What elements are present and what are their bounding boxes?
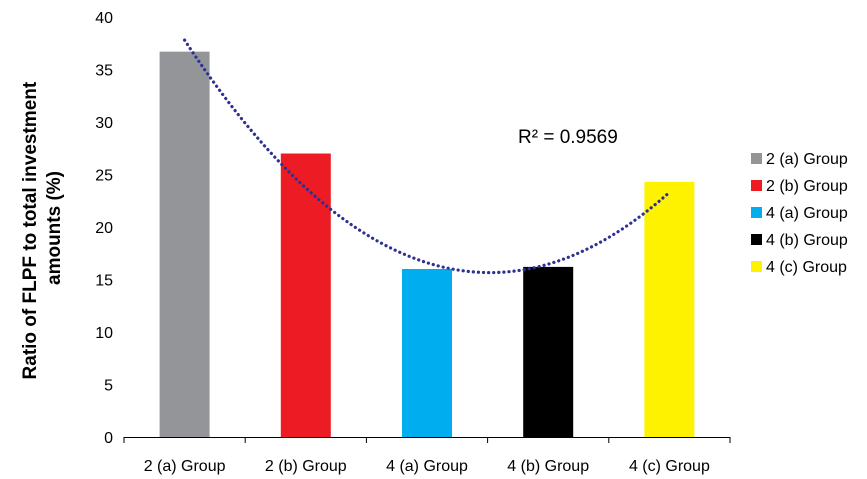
legend-swatch [751, 153, 762, 164]
bar [402, 269, 452, 437]
legend-label: 4 (a) Group [766, 205, 848, 222]
legend-swatch [751, 234, 762, 245]
x-tick-label: 4 (b) Group [507, 458, 589, 475]
y-tick-label: 0 [104, 430, 113, 447]
x-tick-label: 2 (b) Group [265, 458, 347, 475]
legend-label: 2 (a) Group [766, 151, 848, 168]
bars [159, 51, 695, 438]
trendline-curve [183, 38, 671, 275]
y-axis-ticks: 0 5 10 15 20 25 30 35 40 [95, 10, 113, 447]
r-squared-label: R² = 0.9569 [518, 127, 618, 148]
y-tick-label: 25 [95, 168, 113, 185]
x-tick-label: 2 (a) Group [144, 458, 226, 475]
y-tick-label: 30 [95, 115, 113, 132]
legend-swatch [751, 207, 762, 218]
legend-label: 2 (b) Group [766, 178, 848, 195]
bar [523, 266, 574, 437]
trendline [183, 38, 671, 275]
y-tick-label: 5 [104, 378, 113, 395]
bar [159, 51, 210, 438]
bar [644, 181, 695, 437]
bar [280, 153, 331, 437]
x-tick-label: 4 (c) Group [629, 458, 710, 475]
legend: 2 (a) Group 2 (b) Group 4 (a) Group 4 (b) G… [751, 151, 848, 276]
x-axis-ticks: 2 (a) Group 2 (b) Group 4 (a) Group 4 (b) G… [123, 437, 731, 475]
y-axis-title: Ratio of FLPF to total investment amount… [20, 77, 65, 380]
legend-label: 4 (b) Group [766, 232, 848, 249]
y-tick-label: 20 [95, 220, 113, 237]
y-tick-label: 35 [95, 63, 113, 80]
x-tick-label: 4 (a) Group [386, 458, 468, 475]
y-axis-title-line-2: amounts (%) [44, 171, 65, 285]
legend-label: 4 (c) Group [766, 259, 847, 276]
legend-swatch [751, 261, 762, 272]
y-tick-label: 15 [95, 273, 113, 290]
y-tick-label: 10 [95, 325, 113, 342]
y-tick-label: 40 [95, 10, 113, 27]
y-axis-title-line-1: Ratio of FLPF to total investment [20, 81, 41, 379]
legend-swatch [751, 180, 762, 191]
